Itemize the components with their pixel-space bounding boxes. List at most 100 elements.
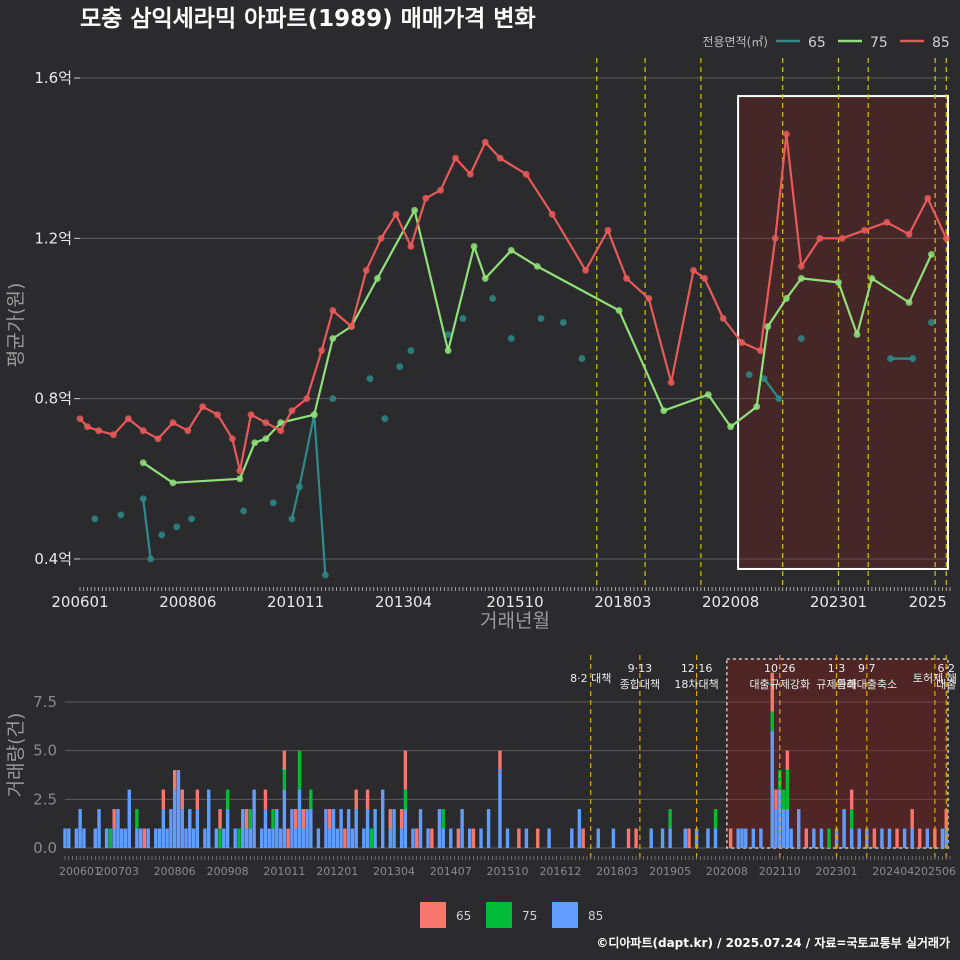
data-point-75 bbox=[783, 295, 790, 302]
volume-bar-85 bbox=[479, 828, 483, 848]
volume-bar-85 bbox=[547, 828, 551, 848]
volume-bar-85 bbox=[207, 789, 211, 848]
volume-bar-85 bbox=[611, 828, 616, 848]
volume-bar-65 bbox=[918, 828, 922, 848]
event-label: 8·2 대책 bbox=[570, 672, 611, 685]
bottom-y-tick-label: 0.0 bbox=[33, 839, 57, 857]
data-point-85 bbox=[771, 234, 779, 242]
volume-bar-85 bbox=[63, 828, 67, 848]
data-point-65 bbox=[760, 375, 768, 383]
volume-bar-85 bbox=[282, 789, 287, 848]
data-point-85 bbox=[84, 423, 91, 431]
volume-bar-65 bbox=[294, 809, 298, 829]
legend-swatch-85 bbox=[552, 902, 578, 928]
bottom-x-tick-label: 201011 bbox=[263, 865, 305, 878]
volume-bar-85 bbox=[388, 828, 392, 848]
top-y-tick-label: 1.2억 bbox=[34, 229, 72, 247]
volume-bar-85 bbox=[392, 809, 396, 848]
volume-bar-75 bbox=[781, 789, 786, 810]
volume-bar-85 bbox=[350, 828, 355, 848]
data-point-85 bbox=[604, 226, 612, 234]
bottom-legend: 65 75 85 bbox=[420, 902, 603, 928]
data-point-85 bbox=[701, 275, 709, 282]
event-label: 규제완화 bbox=[816, 678, 856, 691]
series-line-65 bbox=[290, 413, 327, 576]
data-point-65 bbox=[329, 395, 337, 403]
top-x-tick-label: 2025 bbox=[909, 593, 947, 611]
event-label: 대출규제강화 bbox=[749, 678, 810, 691]
data-point-85 bbox=[924, 194, 932, 202]
data-point-85 bbox=[154, 435, 162, 443]
volume-bar-85 bbox=[759, 828, 763, 848]
data-point-65 bbox=[396, 363, 404, 370]
volume-bar-85 bbox=[275, 809, 279, 848]
volume-bar-85 bbox=[135, 828, 139, 848]
data-point-85 bbox=[247, 411, 255, 419]
legend-bottom-label-65: 65 bbox=[456, 909, 471, 923]
volume-bar-85 bbox=[294, 828, 298, 848]
volume-bar-65 bbox=[895, 828, 899, 848]
data-point-85 bbox=[582, 267, 590, 274]
top-y-tick-label: 1.6억 bbox=[34, 69, 72, 87]
data-point-65 bbox=[578, 355, 586, 362]
volume-bar-85 bbox=[736, 828, 740, 848]
volume-bar-85 bbox=[441, 828, 445, 848]
volume-bar-85 bbox=[774, 809, 778, 848]
volume-bar-65 bbox=[282, 750, 287, 771]
data-point-75 bbox=[853, 331, 861, 338]
top-x-tick-label: 201304 bbox=[375, 593, 432, 611]
data-point-75 bbox=[727, 423, 735, 431]
top-x-tick-label: 201510 bbox=[486, 593, 543, 611]
volume-bar-65 bbox=[774, 789, 778, 810]
top-x-axis-title: 거래년월 bbox=[480, 610, 550, 632]
volume-bar-65 bbox=[112, 809, 116, 829]
data-point-85 bbox=[407, 242, 415, 250]
data-point-65 bbox=[507, 335, 515, 342]
event-label: 12·16 bbox=[681, 662, 713, 675]
volume-bar-65 bbox=[430, 828, 434, 848]
price-panel: 0.4억 0.8억 1.2억 1.6억 200601 200806 201011 201304… bbox=[34, 58, 951, 611]
volume-bar-85 bbox=[460, 809, 464, 848]
data-point-65 bbox=[117, 511, 125, 519]
volume-bar-85 bbox=[706, 828, 710, 848]
data-point-65 bbox=[459, 315, 467, 322]
volume-bar-75 bbox=[785, 770, 790, 810]
volume-bar-75 bbox=[309, 789, 313, 810]
volume-bar-85 bbox=[248, 828, 253, 848]
data-point-85 bbox=[348, 323, 355, 330]
bottom-y-tick-label: 2.5 bbox=[33, 790, 57, 808]
data-point-65 bbox=[188, 515, 195, 523]
volume-bar-85 bbox=[309, 809, 313, 848]
data-point-85 bbox=[362, 267, 370, 274]
volume-bar-65 bbox=[498, 750, 502, 771]
data-point-75 bbox=[169, 479, 177, 487]
volume-bar-85 bbox=[373, 809, 377, 848]
data-point-75 bbox=[797, 275, 805, 282]
volume-bar-85 bbox=[339, 809, 343, 848]
volume-bar-85 bbox=[180, 809, 184, 848]
volume-bar-65 bbox=[142, 828, 147, 848]
legend-swatch-75 bbox=[486, 902, 512, 928]
data-point-75 bbox=[329, 335, 337, 342]
data-point-75 bbox=[764, 323, 772, 330]
volume-bar-85 bbox=[335, 828, 340, 848]
volume-bar-85 bbox=[437, 809, 442, 848]
data-point-85 bbox=[756, 347, 764, 354]
volume-bar-65 bbox=[180, 789, 184, 810]
top-y-tick-label: 0.4억 bbox=[34, 550, 72, 568]
volume-bar-65 bbox=[728, 828, 733, 848]
volume-bar-85 bbox=[902, 828, 907, 848]
volume-bar-85 bbox=[93, 828, 97, 848]
volume-bar-85 bbox=[172, 789, 177, 848]
data-point-75 bbox=[660, 407, 668, 415]
data-point-85 bbox=[883, 218, 891, 226]
volume-bar-85 bbox=[244, 828, 249, 848]
data-point-65 bbox=[489, 295, 497, 302]
bottom-x-tick-label: 201304 bbox=[373, 865, 415, 878]
data-point-85 bbox=[797, 262, 805, 270]
volume-bar-85 bbox=[290, 809, 294, 848]
data-point-75 bbox=[444, 347, 452, 354]
data-point-65 bbox=[91, 515, 99, 523]
volume-bar-75 bbox=[225, 789, 230, 810]
